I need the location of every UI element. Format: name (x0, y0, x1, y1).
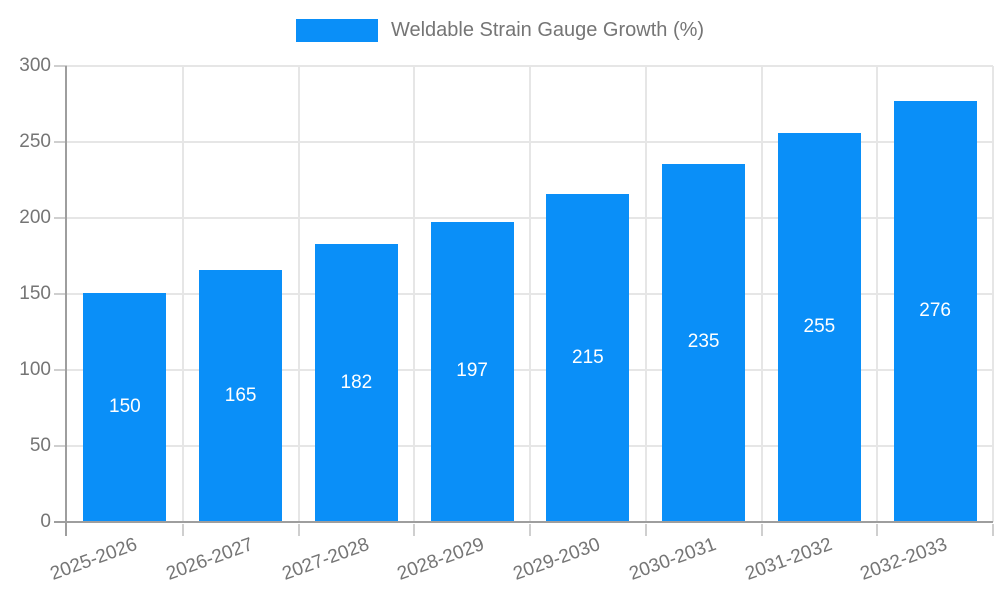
bar-value-label: 235 (687, 331, 720, 353)
legend: Weldable Strain Gauge Growth (%) (0, 19, 1000, 42)
bar-value-label: 276 (919, 300, 951, 322)
bar: 255 (777, 133, 861, 521)
x-axis-tick (529, 524, 531, 536)
bar: 150 (83, 293, 167, 521)
x-axis-tick (297, 524, 300, 536)
bar: 235 (662, 163, 746, 521)
y-axis-tick-label: 250 (19, 131, 51, 152)
gridline-vertical (297, 66, 300, 522)
x-axis-tick (876, 524, 879, 536)
x-axis-tick (181, 524, 184, 536)
bar: 215 (546, 194, 630, 521)
x-axis-category-label: 2028-2029 (394, 534, 488, 585)
y-axis-tick-label: 300 (19, 55, 51, 76)
y-axis-line (65, 66, 67, 536)
x-axis-category-label: 2031-2032 (741, 534, 835, 585)
bar-value-label: 165 (224, 384, 257, 406)
x-axis-category-label: 2032-2033 (857, 534, 951, 585)
y-axis-tick-label: 0 (40, 511, 51, 532)
x-axis-category-label: 2026-2027 (163, 534, 256, 585)
x-axis-tick (992, 524, 994, 536)
x-axis-category-label: 2025-2026 (47, 534, 141, 585)
bar: 165 (199, 270, 283, 521)
bar-value-label: 197 (456, 360, 488, 382)
x-axis-tick (760, 524, 763, 536)
y-axis-tick (54, 369, 67, 371)
legend-label: Weldable Strain Gauge Growth (%) (390, 19, 705, 41)
y-axis-tick (54, 445, 67, 447)
x-axis-line (54, 521, 993, 523)
gridline-vertical (992, 66, 994, 522)
gridline-vertical (760, 66, 763, 522)
y-axis-tick-label: 150 (19, 283, 51, 304)
gridline-vertical (529, 66, 531, 522)
y-axis-tick (54, 293, 67, 295)
gridline-vertical (644, 66, 647, 522)
gridline-vertical (413, 66, 416, 522)
y-axis-tick (54, 65, 67, 67)
gridline-vertical (876, 66, 879, 522)
legend-swatch (295, 19, 378, 42)
y-axis-tick-label: 50 (29, 435, 51, 456)
bar: 182 (314, 244, 398, 521)
x-axis-category-label: 2030-2031 (626, 534, 719, 585)
bar-value-label: 182 (340, 371, 373, 393)
bar-value-label: 215 (572, 346, 604, 368)
bar-value-label: 255 (803, 316, 836, 338)
bar-value-label: 150 (109, 396, 141, 417)
x-axis-tick (413, 524, 416, 536)
y-axis-tick (54, 141, 67, 143)
y-axis-tick (54, 217, 67, 219)
gridline-vertical (181, 66, 184, 522)
y-axis-tick-label: 200 (19, 207, 51, 228)
bar: 276 (893, 101, 977, 521)
y-axis-tick-label: 100 (19, 359, 51, 380)
x-axis-category-label: 2027-2028 (278, 534, 372, 585)
plot-area: 150 165 182 197 215 235 255 276 0 50 100 150 200 250… (19, 55, 994, 585)
x-axis-tick (644, 524, 647, 536)
bar: 197 (430, 221, 514, 521)
x-axis-category-label: 2029-2030 (510, 534, 604, 585)
